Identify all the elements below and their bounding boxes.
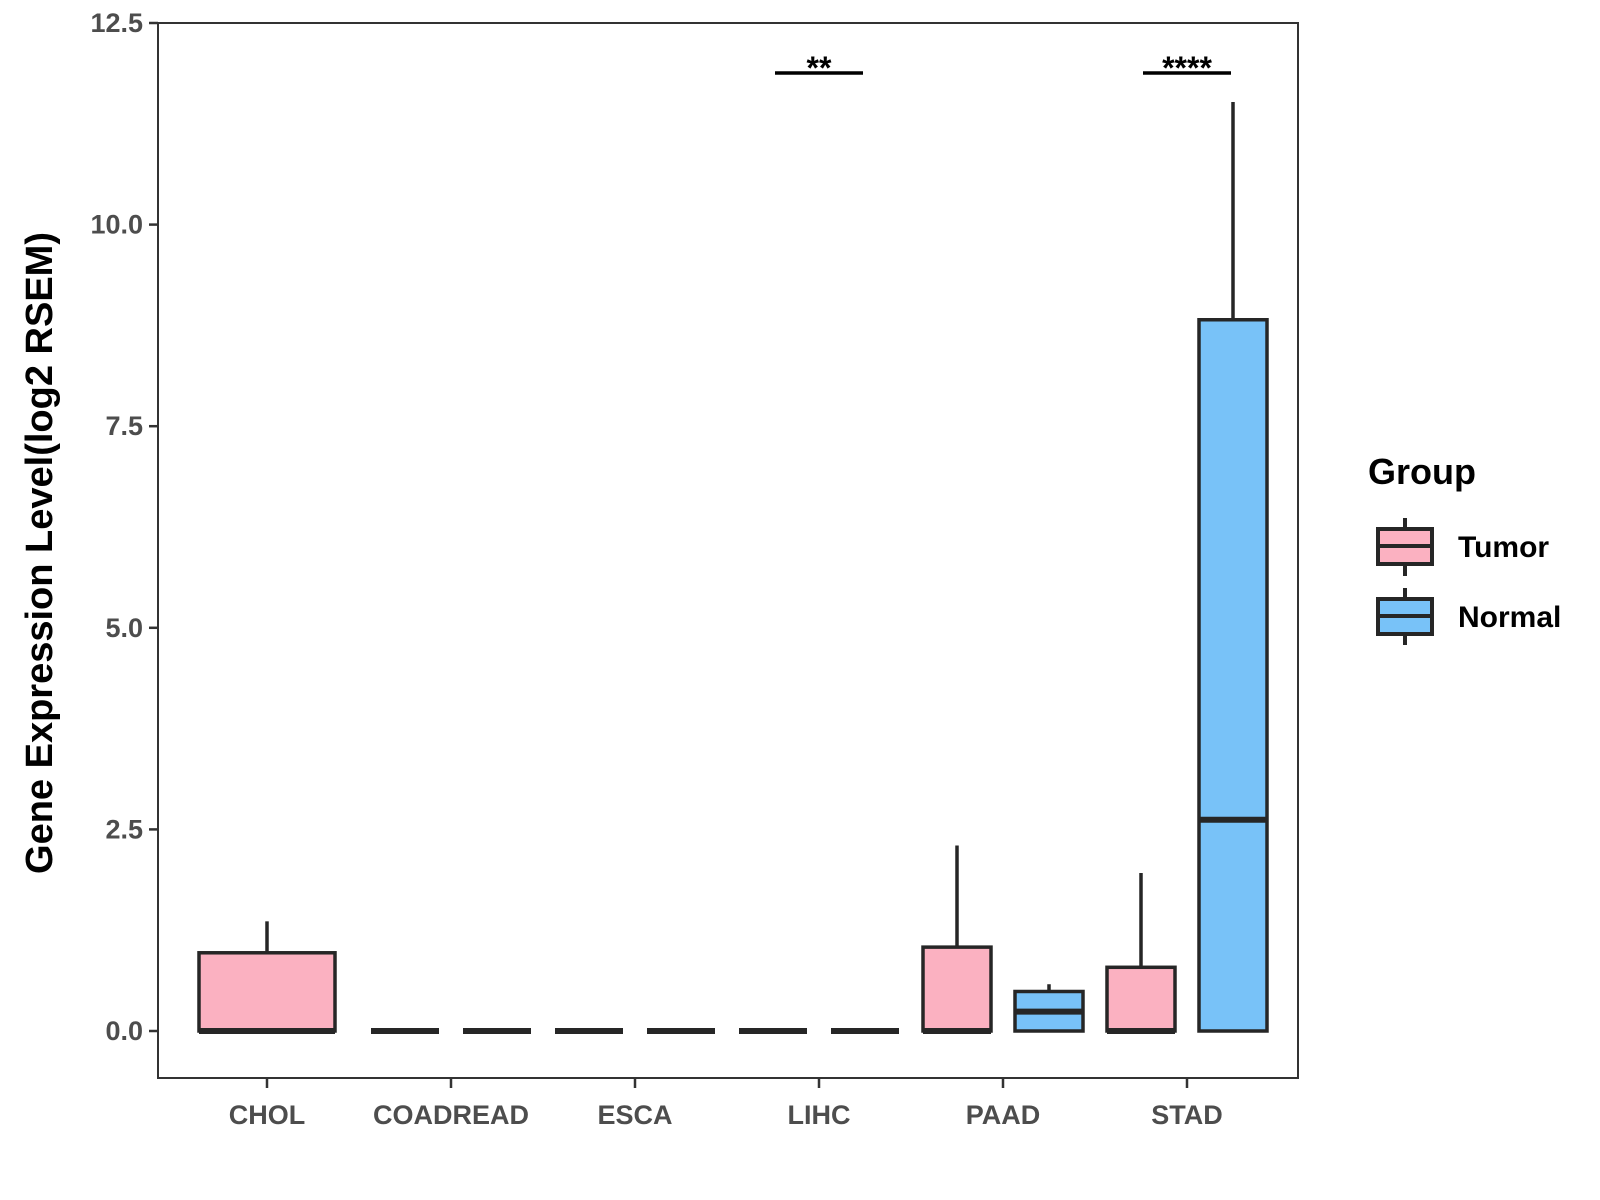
y-tick-label: 0.0: [105, 1016, 143, 1046]
significance-label-stad: ****: [1162, 50, 1212, 86]
y-tick-label: 5.0: [105, 613, 143, 643]
legend-item-normal: Normal: [1376, 588, 1561, 645]
y-tick-label: 12.5: [90, 8, 143, 38]
x-tick-label: LIHC: [788, 1100, 851, 1130]
y-tick-label: 10.0: [90, 210, 143, 240]
y-tick-label: 2.5: [105, 814, 143, 844]
x-tick-label: COADREAD: [373, 1100, 529, 1130]
box-stad-tumor: [1105, 965, 1177, 1033]
box-chol-tumor: [197, 951, 337, 1033]
legend-title: Group: [1368, 451, 1476, 492]
legend-label-normal: Normal: [1458, 601, 1561, 634]
significance-label-lihc: **: [807, 50, 832, 86]
y-axis-title: Gene Expression Level(log2 RSEM): [19, 232, 61, 874]
x-tick-label: STAD: [1151, 1100, 1223, 1130]
x-tick-label: PAAD: [966, 1100, 1041, 1130]
y-tick-label: 7.5: [105, 411, 143, 441]
legend-label-tumor: Tumor: [1458, 531, 1549, 564]
x-tick-label: ESCA: [597, 1100, 672, 1130]
legend: Group Tumor Normal: [1368, 451, 1561, 645]
box-paad-tumor: [921, 945, 993, 1033]
legend-item-tumor: Tumor: [1376, 518, 1549, 576]
box-stad-normal: [1197, 318, 1269, 1033]
plot-panel-border: [157, 22, 1299, 1079]
x-tick-label: CHOL: [229, 1100, 306, 1130]
